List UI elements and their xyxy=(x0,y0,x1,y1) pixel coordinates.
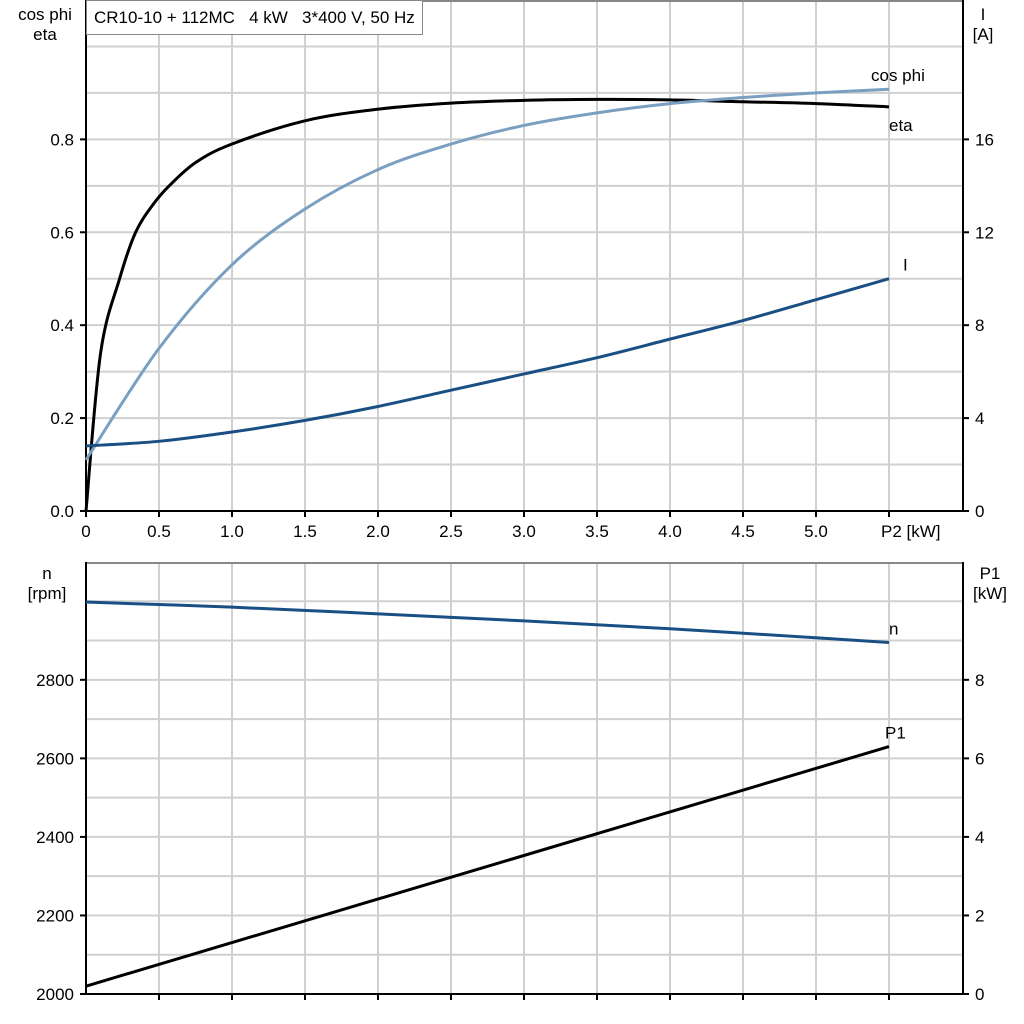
y-right-tick-label: 8 xyxy=(975,316,984,335)
series-label-cos-phi: cos phi xyxy=(871,66,925,85)
x-tick-label: 4.0 xyxy=(658,522,682,541)
x-axis-label: P2 [kW] xyxy=(881,522,941,541)
y-left-tick-label: 0.2 xyxy=(50,409,74,428)
y-right-tick-label: 16 xyxy=(975,130,994,149)
y-right-axis-label: I xyxy=(981,5,986,24)
y-right-tick-label: 12 xyxy=(975,223,994,242)
y-right-tick-label: 4 xyxy=(975,409,984,428)
y-right-tick-label: 0 xyxy=(975,985,984,1004)
y-left-axis-label: n xyxy=(42,564,51,583)
series-line-n xyxy=(85,600,890,645)
y-left-tick-label: 2200 xyxy=(36,906,74,925)
series-line-i xyxy=(85,277,890,448)
x-tick-label: 5.0 xyxy=(804,522,828,541)
y-left-tick-label: 2600 xyxy=(36,749,74,768)
y-right-tick-label: 4 xyxy=(975,828,984,847)
x-tick-label: 2.5 xyxy=(439,522,463,541)
y-left-tick-label: 2800 xyxy=(36,671,74,690)
x-tick-label: 1.5 xyxy=(293,522,317,541)
y-right-tick-label: 6 xyxy=(975,749,984,768)
x-tick-label: 0 xyxy=(81,522,90,541)
x-tick-label: 3.0 xyxy=(512,522,536,541)
x-tick-label: 2.0 xyxy=(366,522,390,541)
x-tick-label: 1.0 xyxy=(220,522,244,541)
y-right-axis-label: [A] xyxy=(973,25,994,44)
series-label-n: n xyxy=(889,620,898,639)
y-left-tick-label: 0.4 xyxy=(50,316,74,335)
y-left-tick-label: 2000 xyxy=(36,985,74,1004)
series-line-eta xyxy=(84,97,890,512)
y-left-axis-label: cos phi xyxy=(18,5,72,24)
y-right-tick-label: 2 xyxy=(975,906,984,925)
y-left-axis-label: eta xyxy=(33,25,57,44)
y-right-tick-label: 0 xyxy=(975,502,984,521)
x-tick-label: 4.5 xyxy=(731,522,755,541)
series-label-p1: P1 xyxy=(885,724,906,743)
y-right-axis-label: P1 xyxy=(980,564,1001,583)
x-tick-label: 3.5 xyxy=(585,522,609,541)
y-right-tick-label: 8 xyxy=(975,671,984,690)
y-left-tick-label: 0.6 xyxy=(50,223,74,242)
series-line-p1 xyxy=(85,745,890,988)
y-right-axis-label: [kW] xyxy=(973,584,1007,603)
y-left-tick-label: 2400 xyxy=(36,828,74,847)
chart-title: CR10-10 + 112MC 4 kW 3*400 V, 50 Hz xyxy=(86,0,423,35)
y-left-axis-label: [rpm] xyxy=(28,584,67,603)
y-left-tick-label: 0.0 xyxy=(50,502,74,521)
series-label-i: I xyxy=(903,256,908,275)
x-tick-label: 0.5 xyxy=(147,522,171,541)
series-line-cos-phi xyxy=(84,87,890,461)
series-label-eta: eta xyxy=(889,116,913,135)
y-left-tick-label: 0.8 xyxy=(50,130,74,149)
